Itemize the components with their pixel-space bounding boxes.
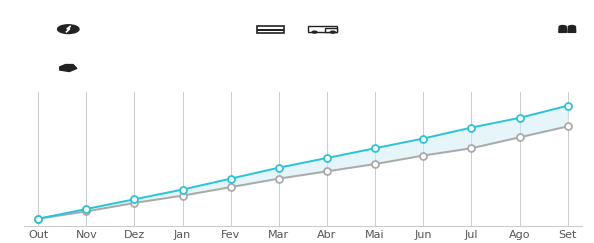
Circle shape	[330, 31, 335, 33]
FancyBboxPatch shape	[257, 29, 284, 31]
FancyBboxPatch shape	[308, 26, 337, 32]
Circle shape	[568, 26, 576, 28]
FancyBboxPatch shape	[257, 26, 284, 33]
Circle shape	[312, 31, 317, 33]
FancyBboxPatch shape	[325, 28, 337, 32]
Polygon shape	[568, 29, 576, 32]
Polygon shape	[60, 65, 77, 71]
Circle shape	[559, 26, 566, 28]
Polygon shape	[559, 29, 567, 32]
Circle shape	[58, 25, 79, 34]
